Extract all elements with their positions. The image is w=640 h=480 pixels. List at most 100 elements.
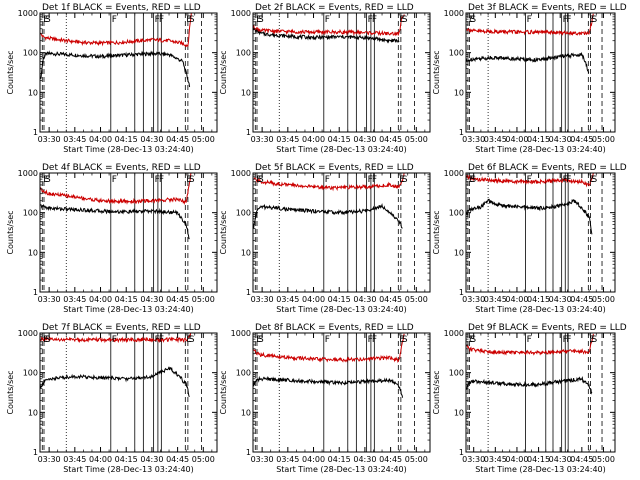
x-tick-label: 04:45 <box>570 135 593 144</box>
y-tick-label: 10 <box>28 248 38 257</box>
x-tick-label: 05:00 <box>192 135 215 144</box>
x-tick-label: 05:00 <box>592 135 615 144</box>
y-tick-label: 1000 <box>444 329 464 338</box>
y-tick-label: 100 <box>236 369 251 378</box>
plot-area <box>40 13 202 132</box>
y-tick-label: 10 <box>454 248 464 257</box>
event-marker-label: F <box>325 15 330 25</box>
x-tick-label: 04:00 <box>505 295 528 304</box>
event-marker-label: F <box>566 335 571 345</box>
x-tick-label: 04:30 <box>353 295 376 304</box>
x-tick-label: 04:00 <box>302 455 325 464</box>
y-tick-label: 1000 <box>444 169 464 178</box>
event-marker-label: S <box>258 15 264 25</box>
events-series-line <box>253 375 404 398</box>
plot-area <box>466 173 603 292</box>
lld-series-line <box>466 13 594 37</box>
y-tick-label: 1000 <box>18 169 38 178</box>
detector-panel: Det 1f BLACK = Events, RED = LLD Counts/s… <box>6 3 218 154</box>
events-series-line <box>466 198 593 235</box>
x-tick-label: 04:45 <box>570 295 593 304</box>
panel-title: Det 8f BLACK = Events, RED = LLD <box>255 323 414 333</box>
event-marker-label: E <box>399 175 405 185</box>
x-axis-label: Start Time (28-Dec-13 03:24:40) <box>276 305 407 314</box>
event-marker-label: S <box>402 15 408 25</box>
event-marker-label: F <box>159 335 164 345</box>
y-axis-label: Counts/sec <box>432 210 441 254</box>
x-axis-label: Start Time (28-Dec-13 03:24:40) <box>475 145 606 154</box>
x-tick-label: 04:45 <box>166 295 189 304</box>
event-marker-label: E <box>589 335 595 345</box>
detector-panel: Det 8f BLACK = Events, RED = LLD Counts/s… <box>219 323 431 474</box>
event-marker-label: S <box>189 175 195 185</box>
plot-area <box>40 173 202 292</box>
y-tick-label: 10 <box>454 408 464 417</box>
panel-title: Det 6f BLACK = Events, RED = LLD <box>468 163 627 173</box>
x-tick-label: 04:30 <box>549 135 572 144</box>
event-marker-label: S <box>470 335 476 345</box>
x-tick-label: 04:15 <box>115 135 138 144</box>
y-tick-label: 1 <box>459 128 464 137</box>
lld-series-line <box>466 333 594 356</box>
y-tick-label: 1000 <box>231 169 251 178</box>
x-axis-label: Start Time (28-Dec-13 03:24:40) <box>276 465 407 474</box>
detector-panel: Det 5f BLACK = Events, RED = LLD Counts/s… <box>219 163 431 314</box>
event-marker-label: F <box>155 15 160 25</box>
x-tick-label: 04:45 <box>379 135 402 144</box>
event-marker-label: F <box>527 15 532 25</box>
x-tick-label: 03:30 <box>38 295 61 304</box>
event-marker-label: E <box>589 175 595 185</box>
x-tick-label: 04:15 <box>527 295 550 304</box>
detector-panel: Det 6f BLACK = Events, RED = LLD Counts/s… <box>432 163 627 314</box>
event-marker-label: F <box>372 15 377 25</box>
event-marker-label: F <box>527 335 532 345</box>
panel-title: Det 2f BLACK = Events, RED = LLD <box>255 3 414 13</box>
y-axis-label: Counts/sec <box>6 50 15 94</box>
y-tick-label: 1 <box>246 288 251 297</box>
event-marker-label: S <box>189 335 195 345</box>
y-tick-label: 1 <box>33 448 38 457</box>
event-marker-label: E <box>43 335 49 345</box>
detector-panel: Det 3f BLACK = Events, RED = LLD Counts/s… <box>432 3 627 154</box>
event-marker-label: S <box>402 175 408 185</box>
plot-frame <box>252 12 431 133</box>
x-tick-label: 04:45 <box>379 295 402 304</box>
lld-series-line <box>253 333 405 364</box>
event-marker-label: S <box>45 175 51 185</box>
x-tick-label: 03:45 <box>63 135 86 144</box>
panel-title: Det 9f BLACK = Events, RED = LLD <box>468 323 627 333</box>
event-marker-label: E <box>186 15 192 25</box>
event-marker-label: S <box>470 175 476 185</box>
x-tick-label: 03:45 <box>276 455 299 464</box>
x-tick-label: 04:15 <box>115 295 138 304</box>
x-tick-label: 04:45 <box>166 455 189 464</box>
event-marker-label: F <box>527 175 532 185</box>
y-tick-label: 10 <box>241 408 251 417</box>
event-marker-label: F <box>112 335 117 345</box>
x-tick-label: 04:00 <box>302 295 325 304</box>
x-tick-label: 05:00 <box>192 295 215 304</box>
event-marker-label: E <box>256 335 262 345</box>
x-tick-label: 04:00 <box>89 455 112 464</box>
event-marker-label: E <box>469 335 475 345</box>
y-tick-label: 1000 <box>231 9 251 18</box>
plot-frame <box>465 172 616 293</box>
event-marker-label: F <box>368 335 373 345</box>
lld-series-line <box>466 173 594 188</box>
y-tick-label: 10 <box>28 88 38 97</box>
y-tick-label: 10 <box>454 88 464 97</box>
event-marker-label: F <box>112 175 117 185</box>
events-series-line <box>253 25 400 44</box>
plot-frame <box>39 332 218 453</box>
events-series-line <box>40 203 190 240</box>
panel-title: Det 5f BLACK = Events, RED = LLD <box>255 163 414 173</box>
plot-frame <box>39 12 218 133</box>
x-axis-label: Start Time (28-Dec-13 03:24:40) <box>475 465 606 474</box>
x-tick-label: 04:15 <box>328 455 351 464</box>
x-tick-label: 03:45 <box>484 455 507 464</box>
x-tick-label: 03:45 <box>63 295 86 304</box>
y-tick-label: 100 <box>236 49 251 58</box>
event-marker-label: S <box>591 175 597 185</box>
x-tick-label: 03:30 <box>251 455 274 464</box>
